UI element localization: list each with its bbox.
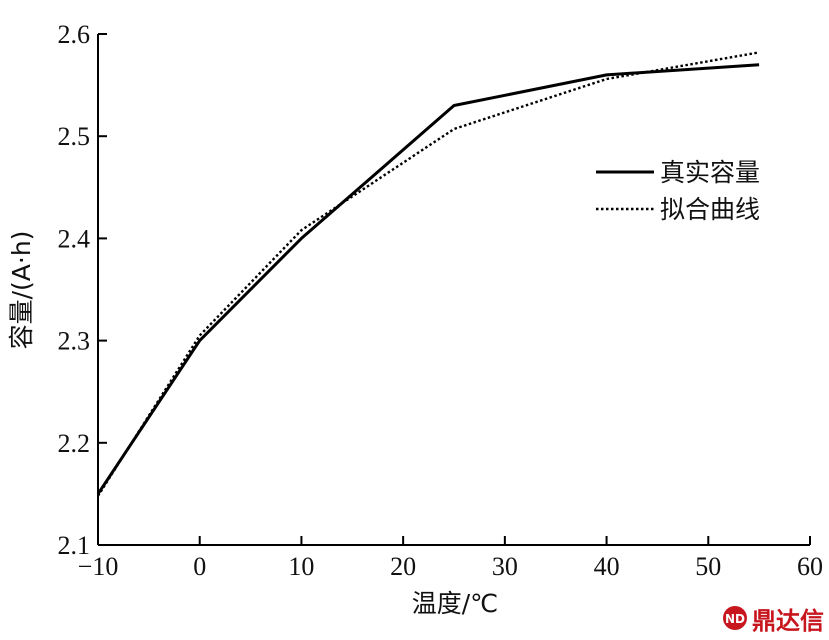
y-tick-label: 2.6 bbox=[58, 20, 91, 49]
x-tick-label: 30 bbox=[492, 552, 518, 581]
x-tick-label: 0 bbox=[193, 552, 206, 581]
y-tick-label: 2.5 bbox=[58, 122, 91, 151]
ndx-logo-icon: ND bbox=[723, 606, 747, 630]
y-tick-label: 2.3 bbox=[58, 327, 91, 356]
watermark-text: 鼎达信 bbox=[752, 606, 824, 635]
x-axis-title: 温度/℃ bbox=[412, 589, 499, 618]
y-tick-label: 2.2 bbox=[58, 429, 91, 458]
y-axis-title: 容量/(A·h) bbox=[7, 231, 36, 350]
y-tick-label: 2.1 bbox=[58, 531, 91, 560]
legend-label: 真实容量 bbox=[660, 158, 760, 187]
y-tick-label: 2.4 bbox=[58, 224, 91, 253]
x-tick-label: 40 bbox=[594, 552, 620, 581]
x-ticks: −10 0 10 20 30 40 50 60 bbox=[78, 536, 823, 581]
series-layer bbox=[96, 51, 760, 497]
x-tick-label: 20 bbox=[390, 552, 416, 581]
x-tick-label: 50 bbox=[695, 552, 721, 581]
watermark: ND 鼎达信 bbox=[722, 602, 824, 635]
svg-text:ND: ND bbox=[725, 612, 745, 626]
x-tick-label: 10 bbox=[288, 552, 314, 581]
x-tick-label: −10 bbox=[78, 552, 119, 581]
series-line-actual bbox=[96, 63, 760, 495]
series-line-fitted bbox=[96, 51, 760, 497]
y-ticks: 2.1 2.2 2.3 2.4 2.5 2.6 bbox=[58, 20, 107, 560]
legend-label: 拟合曲线 bbox=[660, 195, 760, 224]
plot-area bbox=[97, 34, 810, 546]
x-tick-label: 60 bbox=[797, 552, 823, 581]
